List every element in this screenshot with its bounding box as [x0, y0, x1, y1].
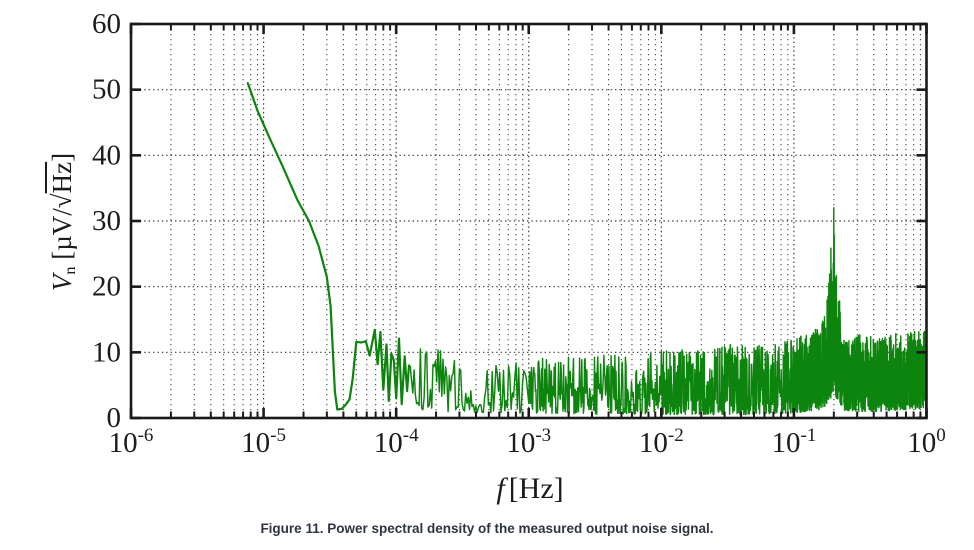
y-axis-label: Vn [µV/√Hz] [47, 22, 85, 422]
x-tick-label: 10-4 [374, 425, 419, 459]
figure-caption: Figure 11. Power spectral density of the… [260, 521, 714, 536]
psd-curve-smooth [246, 82, 411, 411]
x-tick-label: 10-2 [639, 425, 684, 459]
psd-curve-noise [408, 207, 928, 416]
y-tick-label: 30 [92, 205, 121, 237]
x-tick-label: 10-1 [772, 425, 817, 459]
y-axis-subscript: n [61, 266, 80, 275]
y-tick-label: 20 [92, 271, 121, 303]
x-axis-unit: [Hz] [508, 472, 564, 505]
y-tick-label: 60 [92, 8, 121, 40]
x-tick-label: 100 [907, 425, 946, 459]
x-axis-symbol: f [496, 472, 505, 505]
y-axis-unit-close: ] [47, 152, 77, 162]
x-tick-label: 10-6 [109, 425, 154, 459]
sqrt-radicand: Hz [47, 161, 77, 194]
x-tick-label: 10-3 [506, 425, 551, 459]
y-axis-symbol: V [47, 274, 77, 292]
y-tick-label: 0 [107, 402, 122, 434]
x-axis-label: f [Hz] [380, 472, 680, 506]
y-tick-label: 10 [92, 336, 121, 368]
y-tick-label: 50 [92, 74, 121, 106]
y-tick-label: 40 [92, 139, 121, 171]
x-tick-label: 10-5 [241, 425, 286, 459]
y-axis-unit-prefix: [µV/ [47, 208, 77, 267]
sqrt-radical: √ [47, 193, 77, 209]
